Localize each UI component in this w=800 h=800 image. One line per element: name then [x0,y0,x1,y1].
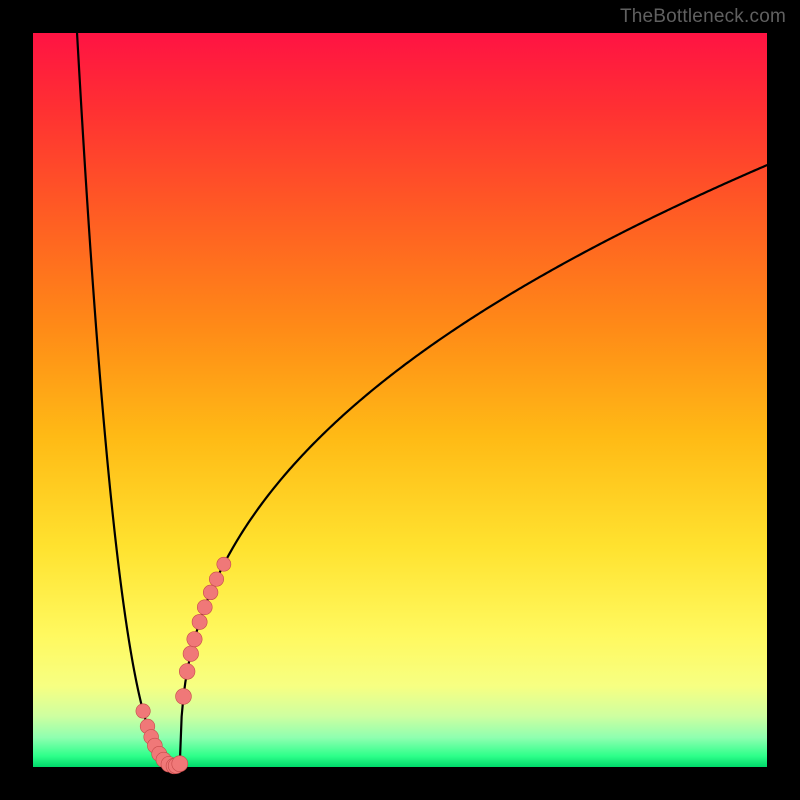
data-marker [217,557,231,571]
chart-svg [0,0,800,800]
data-marker [187,631,202,646]
data-marker [172,756,188,772]
data-marker [209,572,223,586]
data-marker [136,704,150,718]
data-marker [183,646,199,662]
attribution-text: TheBottleneck.com [620,6,786,28]
figure-root: TheBottleneck.com [0,0,800,800]
data-marker [192,614,207,629]
data-marker [176,689,192,705]
plot-background [33,33,767,767]
data-marker [179,664,195,680]
data-marker [203,585,218,600]
data-marker [197,600,212,615]
